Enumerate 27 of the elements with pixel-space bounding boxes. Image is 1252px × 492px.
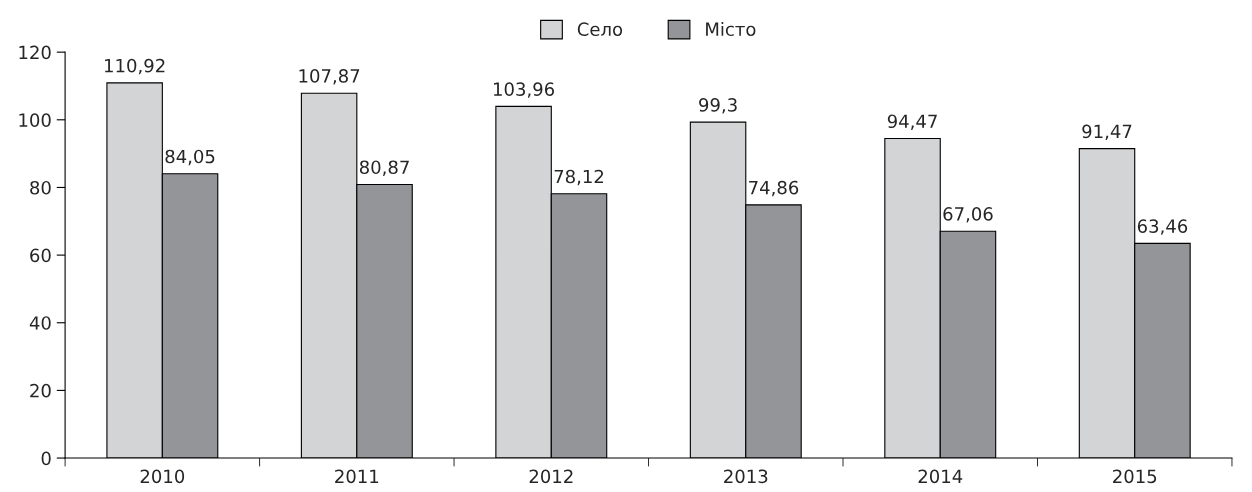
data-label: 99,3 [699,98,737,114]
x-tick-label: 2015 [1113,469,1157,484]
y-tick-label: 80 [30,180,51,195]
data-label: 84,05 [165,149,215,166]
x-tick-label: 2012 [529,469,573,484]
data-label: 94,47 [887,114,937,130]
data-label: 80,87 [359,160,409,176]
legend-label: Село [577,22,623,37]
y-tick-label: 0 [41,451,51,466]
y-tick-label: 40 [29,316,51,330]
y-tick-label: 60 [30,248,51,263]
legend-label: Місто [706,22,756,37]
data-label: 110,92 [105,58,165,75]
data-label: 91,47 [1082,124,1132,141]
y-tick-label: 120 [19,45,51,60]
data-label: 103,96 [493,82,555,98]
data-label: 74,86 [749,180,799,197]
data-label: 63,46 [1137,219,1188,235]
data-label: 78,12 [554,169,604,186]
y-tick-label: 20 [30,383,51,398]
x-tick-label: 2013 [724,469,768,484]
x-tick-label: 2011 [335,469,379,484]
x-tick-label: 2014 [918,469,963,484]
data-label: 107,87 [299,69,360,85]
x-tick-label: 2010 [140,469,185,484]
y-tick-label: 100 [19,113,51,127]
data-label: 67,06 [943,207,993,223]
